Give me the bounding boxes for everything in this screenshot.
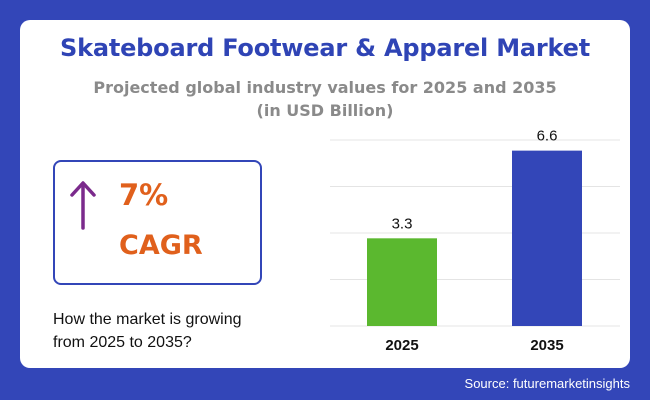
source-note: Source: futuremarketinsights (464, 376, 630, 391)
data-label-2035: 6.6 (537, 130, 558, 145)
x-tick-label-2035: 2035 (530, 337, 563, 354)
growth-question: How the market is growing from 2025 to 2… (53, 308, 283, 354)
growth-question-line-1: How the market is growing (53, 311, 242, 328)
arrow-up-icon (70, 181, 96, 230)
subtitle-line-2: (in USD Billion) (256, 101, 394, 120)
x-tick-label-2025: 2025 (385, 337, 418, 354)
subtitle-line-1: Projected global industry values for 202… (93, 78, 557, 97)
bar-2035 (512, 150, 582, 326)
cagr-value: 7% (119, 178, 169, 212)
page-subtitle: Projected global industry values for 202… (60, 76, 590, 122)
cagr-box: 7% CAGR (53, 160, 262, 285)
chart-card: Skateboard Footwear & Apparel Market Pro… (20, 20, 630, 368)
bar-2025 (367, 238, 437, 326)
data-label-2025: 3.3 (392, 215, 413, 232)
growth-question-line-2: from 2025 to 2035? (53, 334, 192, 351)
page-title: Skateboard Footwear & Apparel Market (59, 34, 591, 62)
cagr-label: CAGR (119, 230, 203, 261)
bar-chart: 3.3 2025 6.6 2035 (330, 130, 620, 354)
